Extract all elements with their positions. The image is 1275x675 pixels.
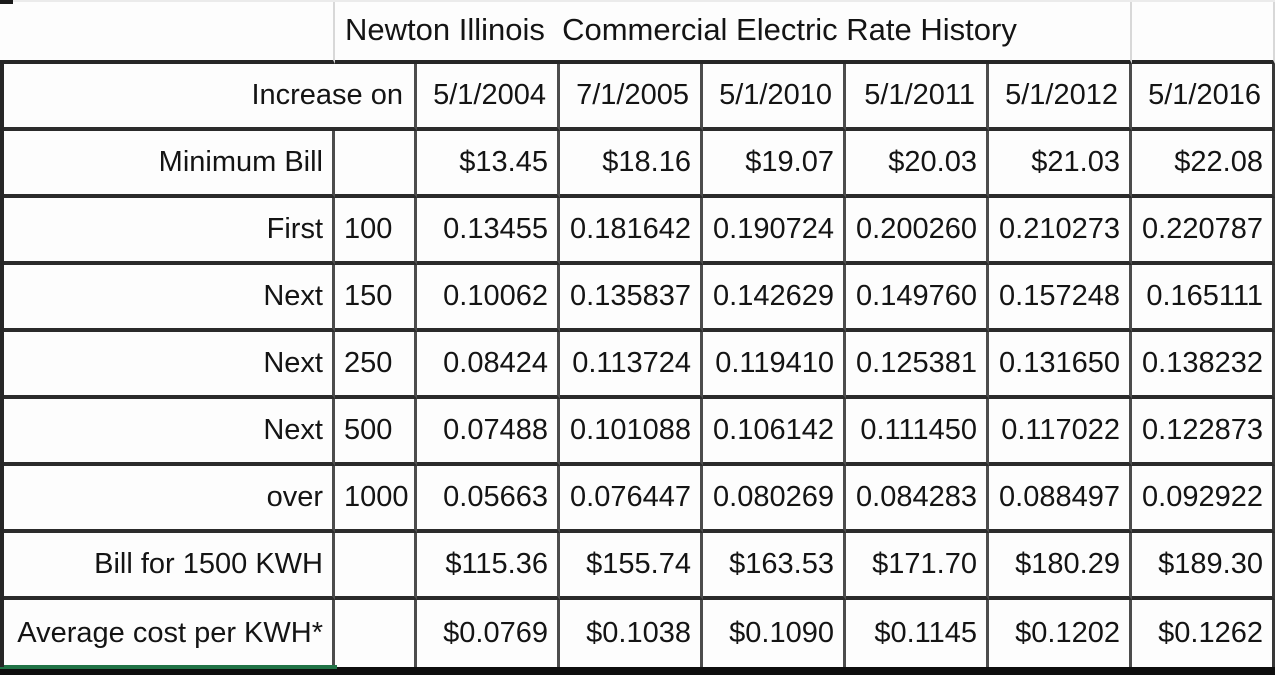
value-cell[interactable]: 0.165111 — [1132, 265, 1275, 332]
row-qty[interactable]: 150 — [335, 265, 417, 332]
value-cell[interactable]: 0.092922 — [1132, 466, 1275, 533]
value-cell[interactable]: 0.125381 — [846, 332, 989, 399]
value-cell[interactable]: 0.106142 — [703, 399, 846, 466]
value-cell[interactable]: 0.138232 — [1132, 332, 1275, 399]
row-label[interactable]: Minimum Bill — [0, 131, 335, 198]
row-label[interactable]: Next — [0, 265, 335, 332]
value-cell[interactable]: $0.1090 — [703, 600, 846, 667]
value-cell[interactable]: 0.101088 — [560, 399, 703, 466]
value-cell[interactable]: $22.08 — [1132, 131, 1275, 198]
left-border-line — [0, 64, 4, 667]
value-cell[interactable]: $0.1038 — [560, 600, 703, 667]
header-date-1[interactable]: 5/1/2004 — [417, 64, 560, 131]
value-cell[interactable]: 0.13455 — [417, 198, 560, 265]
value-cell[interactable]: 0.117022 — [989, 399, 1132, 466]
row-qty[interactable] — [335, 533, 417, 600]
header-date-3[interactable]: 5/1/2010 — [703, 64, 846, 131]
header-date-2[interactable]: 7/1/2005 — [560, 64, 703, 131]
row-label[interactable]: Bill for 1500 KWH — [0, 533, 335, 600]
value-cell[interactable]: 0.157248 — [989, 265, 1132, 332]
value-cell[interactable]: $171.70 — [846, 533, 989, 600]
row-qty[interactable] — [335, 600, 417, 667]
value-cell[interactable]: 0.08424 — [417, 332, 560, 399]
value-cell[interactable]: 0.131650 — [989, 332, 1132, 399]
value-cell[interactable]: $21.03 — [989, 131, 1132, 198]
title-row-empty-cell[interactable] — [0, 0, 335, 64]
selection-green-line — [0, 665, 337, 669]
value-cell[interactable]: 0.122873 — [1132, 399, 1275, 466]
row-qty[interactable]: 250 — [335, 332, 417, 399]
value-cell[interactable]: 0.05663 — [417, 466, 560, 533]
value-cell[interactable]: 0.084283 — [846, 466, 989, 533]
header-date-5[interactable]: 5/1/2012 — [989, 64, 1132, 131]
value-cell[interactable]: $155.74 — [560, 533, 703, 600]
header-increase-on[interactable]: Increase on — [0, 64, 417, 131]
title-row-empty-cell[interactable] — [1132, 0, 1275, 64]
row-label[interactable]: Next — [0, 332, 335, 399]
value-cell[interactable]: $0.1262 — [1132, 600, 1275, 667]
value-cell[interactable]: $0.1202 — [989, 600, 1132, 667]
row-label[interactable]: First — [0, 198, 335, 265]
table-title[interactable]: Newton Illinois Commercial Electric Rate… — [335, 0, 1132, 64]
value-cell[interactable]: 0.135837 — [560, 265, 703, 332]
value-cell[interactable]: $189.30 — [1132, 533, 1275, 600]
value-cell[interactable]: $180.29 — [989, 533, 1132, 600]
value-cell[interactable]: 0.07488 — [417, 399, 560, 466]
value-cell[interactable]: 0.10062 — [417, 265, 560, 332]
value-cell[interactable]: $20.03 — [846, 131, 989, 198]
top-left-dash — [0, 0, 13, 4]
value-cell[interactable]: $19.07 — [703, 131, 846, 198]
value-cell[interactable]: 0.200260 — [846, 198, 989, 265]
value-cell[interactable]: 0.181642 — [560, 198, 703, 265]
row-qty[interactable] — [335, 131, 417, 198]
value-cell[interactable]: $163.53 — [703, 533, 846, 600]
row-label[interactable]: over — [0, 466, 335, 533]
value-cell[interactable]: 0.113724 — [560, 332, 703, 399]
header-date-4[interactable]: 5/1/2011 — [846, 64, 989, 131]
value-cell[interactable]: 0.111450 — [846, 399, 989, 466]
value-cell[interactable]: $115.36 — [417, 533, 560, 600]
value-cell[interactable]: 0.190724 — [703, 198, 846, 265]
value-cell[interactable]: 0.210273 — [989, 198, 1132, 265]
value-cell[interactable]: 0.119410 — [703, 332, 846, 399]
bottom-border-bar — [0, 667, 1275, 675]
value-cell[interactable]: 0.149760 — [846, 265, 989, 332]
value-cell[interactable]: 0.088497 — [989, 466, 1132, 533]
value-cell[interactable]: $13.45 — [417, 131, 560, 198]
value-cell[interactable]: $0.1145 — [846, 600, 989, 667]
value-cell[interactable]: 0.080269 — [703, 466, 846, 533]
value-cell[interactable]: $0.0769 — [417, 600, 560, 667]
value-cell[interactable]: $18.16 — [560, 131, 703, 198]
row-label[interactable]: Next — [0, 399, 335, 466]
header-date-6[interactable]: 5/1/2016 — [1132, 64, 1275, 131]
top-border-line — [0, 0, 1275, 2]
value-cell[interactable]: 0.220787 — [1132, 198, 1275, 265]
row-qty[interactable]: 1000 — [335, 466, 417, 533]
row-qty[interactable]: 100 — [335, 198, 417, 265]
value-cell[interactable]: 0.142629 — [703, 265, 846, 332]
value-cell[interactable]: 0.076447 — [560, 466, 703, 533]
row-qty[interactable]: 500 — [335, 399, 417, 466]
row-label[interactable]: Average cost per KWH* — [0, 600, 335, 667]
